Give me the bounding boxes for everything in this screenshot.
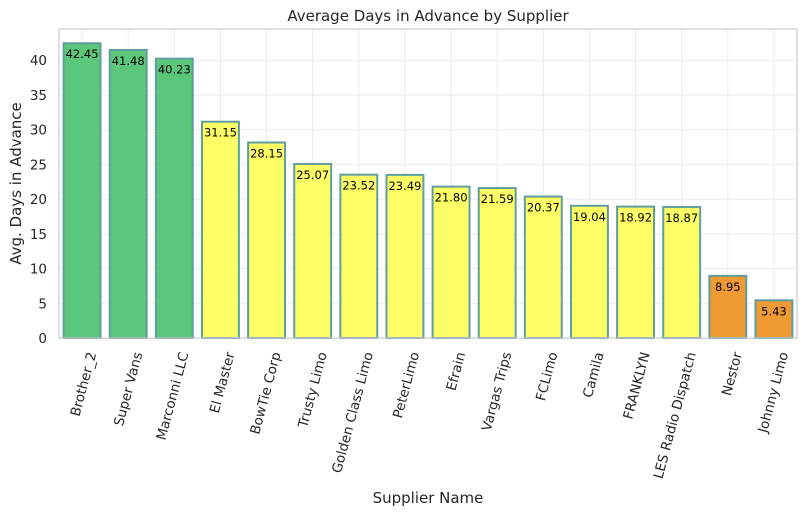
x-tick-label: Golden Class Limo (329, 350, 377, 475)
bar-value-label: 42.45 (66, 47, 99, 61)
bar (431, 185, 471, 339)
bar-value-label: 19.04 (573, 210, 606, 224)
bar-value-label: 18.87 (665, 211, 698, 225)
bar-value-label: 41.48 (112, 54, 145, 68)
y-tick-label: 15 (30, 227, 47, 243)
y-tick-label: 25 (30, 157, 47, 173)
y-tick-label: 20 (30, 192, 47, 208)
y-tick-label: 30 (30, 123, 47, 139)
bar-value-label: 21.59 (481, 192, 514, 206)
x-tick-labels: Brother_2 Super Vans Marconni LLC El Master… (68, 350, 792, 481)
y-tick-label: 5 (38, 296, 47, 312)
x-tick-label: Camila (580, 350, 608, 399)
y-tick-labels: 0 5 10 15 20 25 30 35 40 (30, 53, 47, 347)
x-tick-label: Marconni LLC (154, 350, 193, 442)
x-tick-label: Trusty Limo (295, 350, 331, 430)
bar-value-label: 5.43 (761, 304, 787, 318)
chart-title: Average Days in Advance by Supplier (287, 7, 569, 25)
bar-value-label: 18.92 (619, 211, 652, 225)
y-tick-label: 35 (30, 88, 47, 104)
bar-value-label: 31.15 (204, 126, 237, 140)
bar-value-label: 23.52 (342, 179, 375, 193)
x-tick-label: PeterLimo (390, 350, 423, 420)
y-axis-label: Avg. Days in Advance (7, 102, 25, 265)
x-tick-label: Efrain (444, 350, 470, 392)
bar (154, 57, 194, 339)
x-tick-label: Johnny Limo (755, 350, 792, 435)
bar (708, 274, 748, 340)
bar-value-label: 21.80 (435, 191, 468, 205)
x-tick-label: Brother_2 (68, 350, 100, 418)
bar (247, 141, 287, 339)
bar-value-label: 40.23 (158, 63, 191, 77)
bar-value-label: 23.49 (388, 179, 421, 193)
x-tick-label: El Master (207, 350, 239, 415)
bar (569, 204, 609, 339)
bars (62, 42, 794, 340)
bar (293, 162, 333, 339)
bar (62, 42, 102, 339)
bar (477, 187, 517, 339)
bar (200, 120, 240, 339)
bar-value-label: 8.95 (715, 280, 741, 294)
bar (616, 205, 656, 339)
bar (662, 205, 702, 339)
x-tick-label: Vargas Trips (479, 350, 515, 432)
y-tick-label: 0 (38, 331, 47, 347)
bar (108, 48, 148, 339)
bar (385, 173, 425, 339)
x-tick-label: Nestor (719, 350, 746, 398)
x-tick-label: FRANKLYN (620, 350, 653, 421)
x-tick-label: BowTie Corp (247, 350, 284, 436)
y-tick-label: 10 (30, 262, 47, 278)
plot-frame (58, 28, 798, 339)
data-labels: 42.45 41.48 40.23 31.15 28.15 25.07 23.52 23.49… (66, 47, 787, 318)
y-tick-label: 40 (30, 53, 47, 69)
x-tick-label: LES Radio Dispatch (651, 350, 700, 480)
bar (339, 173, 379, 339)
x-tick-label: FCLimo (533, 350, 561, 402)
bar (523, 195, 563, 339)
bar-value-label: 28.15 (250, 147, 283, 161)
x-tick-label: Super Vans (111, 350, 146, 427)
bar-value-label: 20.37 (527, 201, 560, 215)
x-axis-label: Supplier Name (373, 489, 484, 507)
bar-value-label: 25.07 (296, 168, 329, 182)
